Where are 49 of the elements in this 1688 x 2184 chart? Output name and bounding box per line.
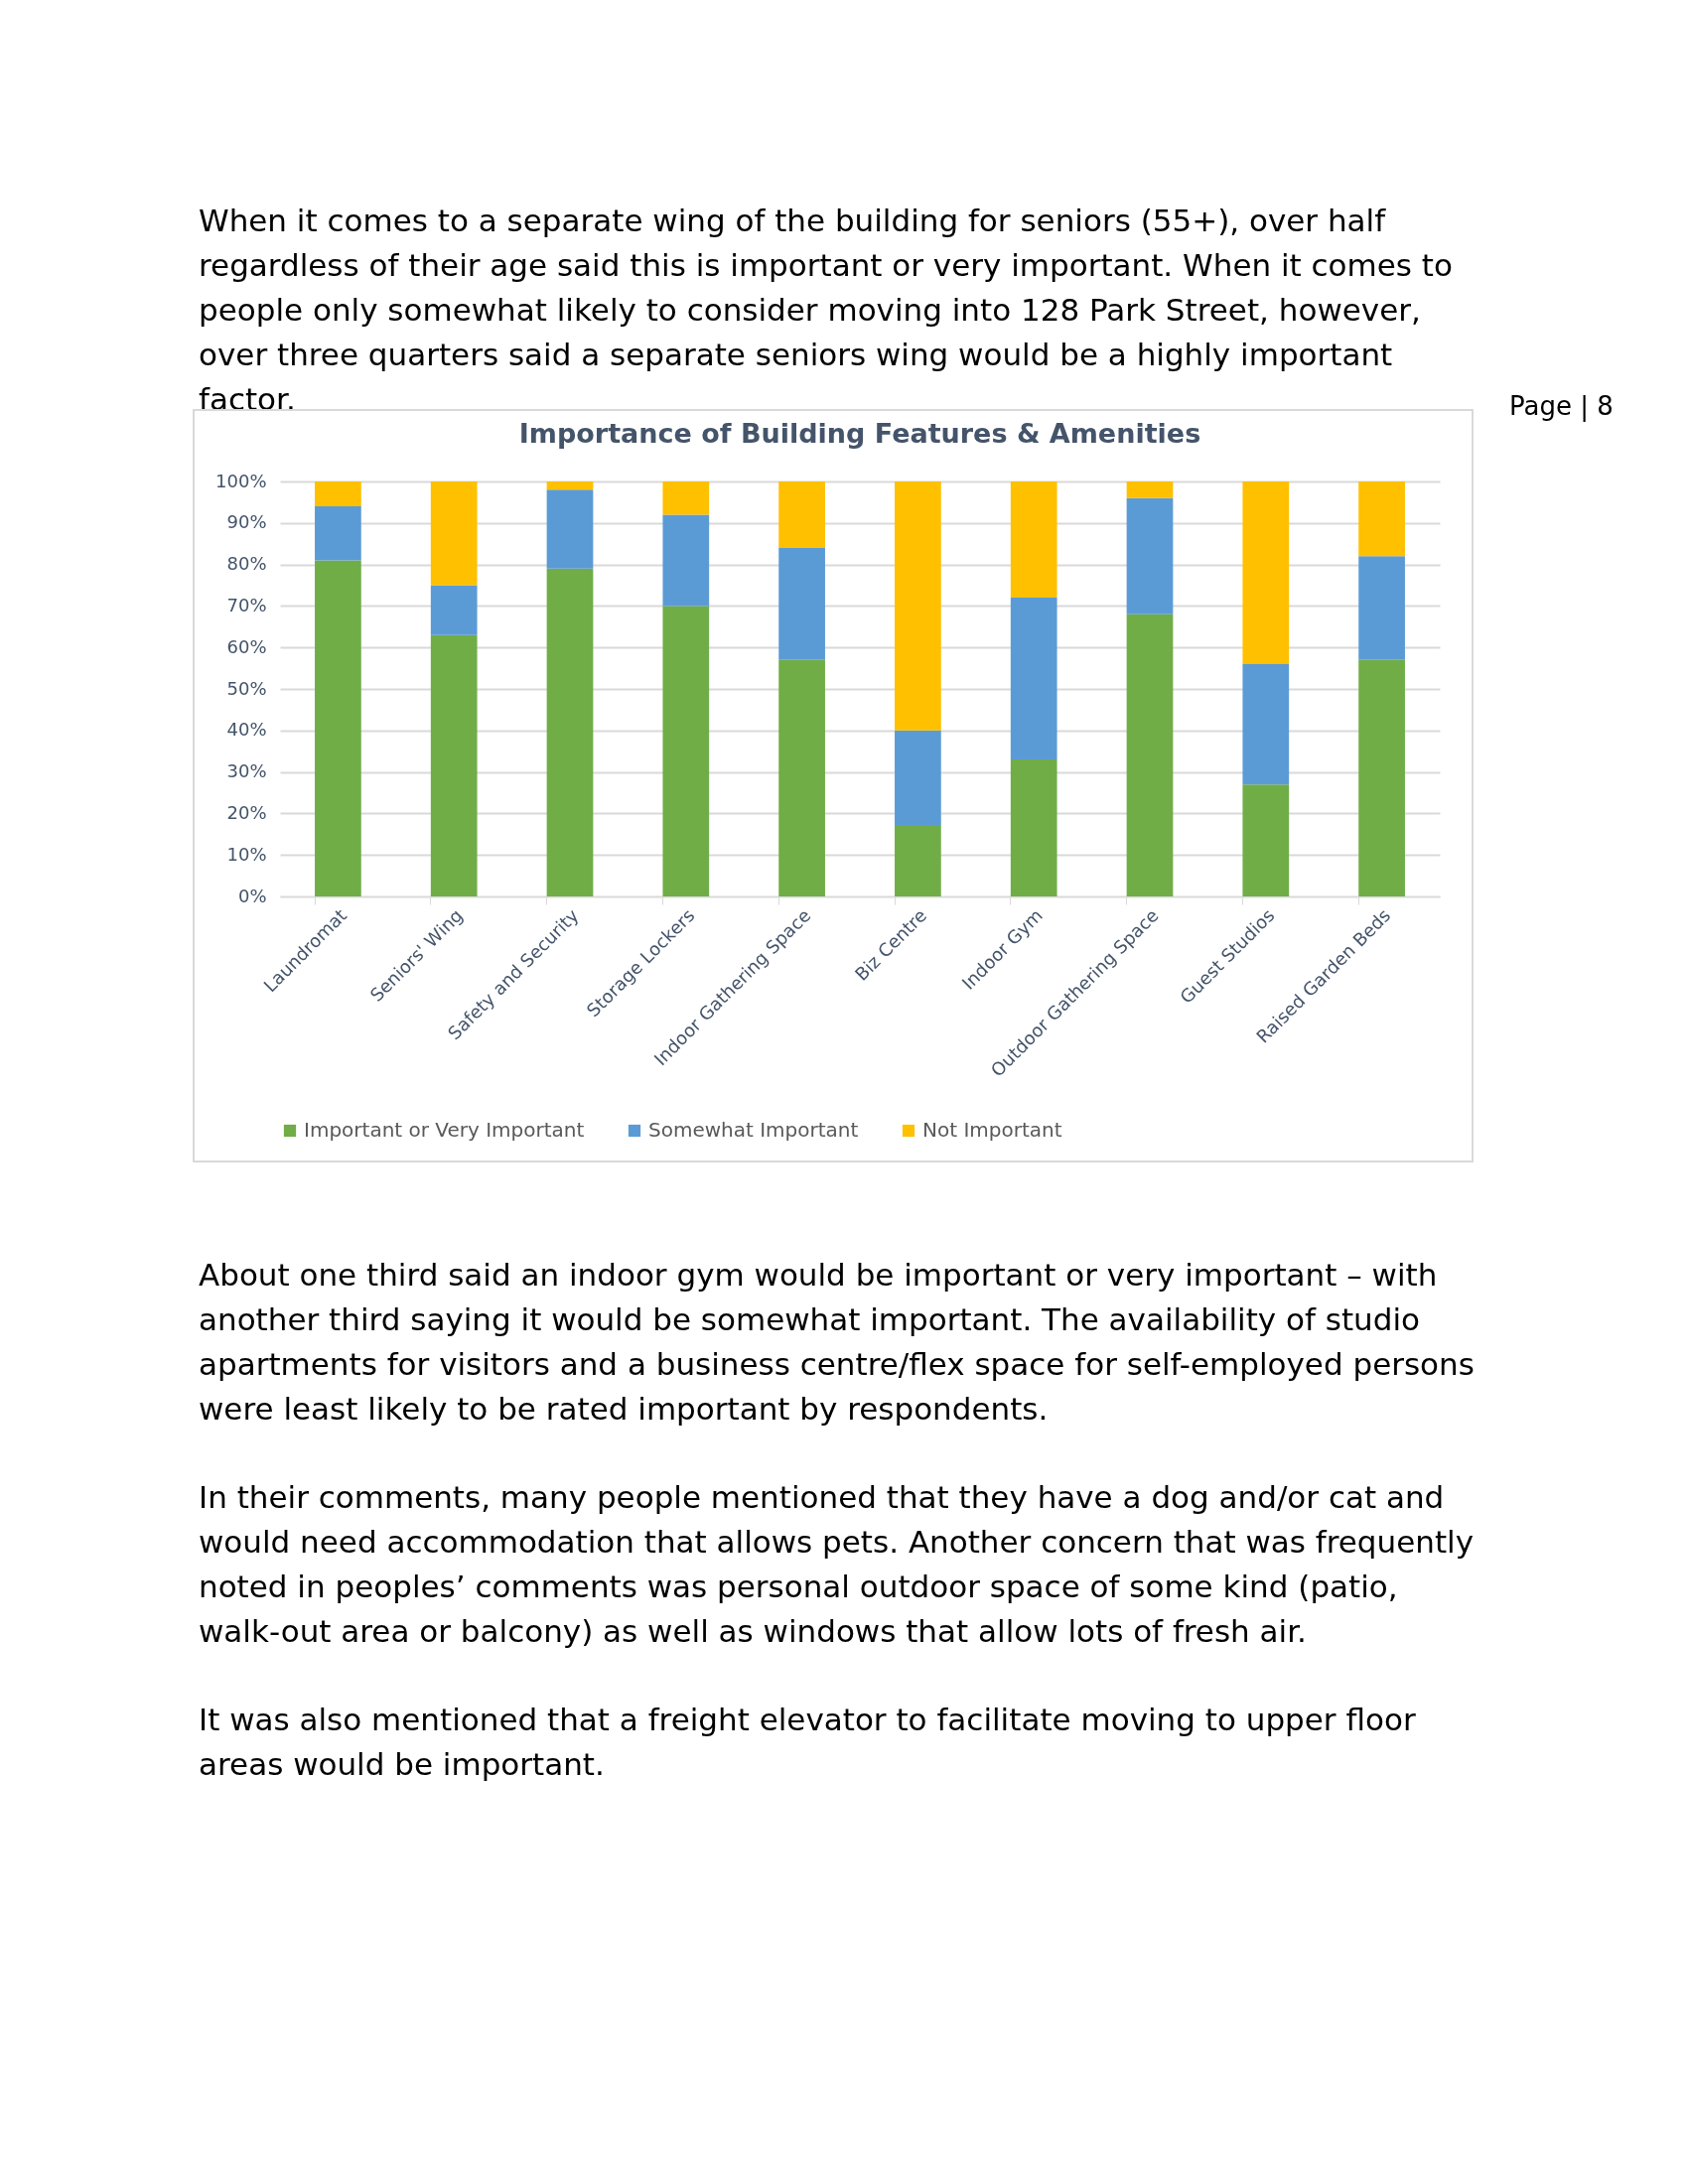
bar xyxy=(315,506,361,561)
bar xyxy=(1010,481,1057,599)
bar xyxy=(662,606,710,896)
y-tick-label: 90% xyxy=(226,511,267,533)
bar xyxy=(1358,481,1405,557)
bar xyxy=(778,481,825,548)
bar xyxy=(662,481,710,515)
bar xyxy=(895,481,941,731)
bar xyxy=(546,489,594,569)
bar xyxy=(1126,614,1174,896)
bar xyxy=(1242,784,1290,896)
legend-label: Somewhat Important xyxy=(648,1118,859,1142)
y-tick-label: 40% xyxy=(226,719,267,741)
bar xyxy=(1010,759,1057,896)
bar xyxy=(546,568,594,896)
bar xyxy=(1242,663,1290,785)
bar xyxy=(430,585,478,635)
y-tick-label: 60% xyxy=(226,635,267,657)
bar xyxy=(430,634,478,896)
text: It was also mentioned that a freight elevator to facilitate moving to upper floor areas would be important. xyxy=(199,1701,1417,1784)
bar xyxy=(315,481,361,507)
y-tick-label: 20% xyxy=(226,801,267,823)
y-tick-label: 70% xyxy=(226,594,267,615)
text: About one third said an indoor gym would be important or very important – with another third saying it would be somewhat important. The availability of studio apartments for visitors and a business centre/flex space for self-employed persons were least likely to be rated important by respondents. xyxy=(199,1256,1476,1429)
bar xyxy=(1358,556,1405,660)
y-tick-label: 10% xyxy=(226,843,267,865)
legend-label: Not Important xyxy=(922,1118,1062,1142)
text: In their comments, many people mentioned that they have a dog and/or cat and would need accommodation that allows pets. Another concern that was frequently noted in peoples’ comments was personal outdoor space of some kind (patio, walk-out area or balcony) as well as windows that allow lots of fresh air. xyxy=(199,1478,1476,1651)
chart-title: Importance of Building Features & Amenities xyxy=(518,418,1201,449)
y-tick-label: 50% xyxy=(226,677,267,699)
bar xyxy=(546,481,594,490)
bar xyxy=(895,825,941,896)
y-tick-label: 0% xyxy=(237,885,267,906)
text: Page | 8 xyxy=(1509,391,1614,421)
legend-label: Important or Very Important xyxy=(304,1118,585,1142)
bar xyxy=(895,730,941,826)
bar xyxy=(430,481,478,586)
bar xyxy=(662,514,710,607)
bar xyxy=(778,659,825,896)
bar xyxy=(1242,481,1290,664)
y-tick-label: 100% xyxy=(215,470,267,491)
bar xyxy=(1358,659,1405,896)
bar xyxy=(315,560,361,896)
bar xyxy=(1010,598,1057,760)
bar xyxy=(1126,481,1174,498)
y-tick-label: 30% xyxy=(226,760,267,782)
bar xyxy=(778,547,825,660)
y-tick-label: 80% xyxy=(226,553,267,575)
bar xyxy=(1126,497,1174,614)
